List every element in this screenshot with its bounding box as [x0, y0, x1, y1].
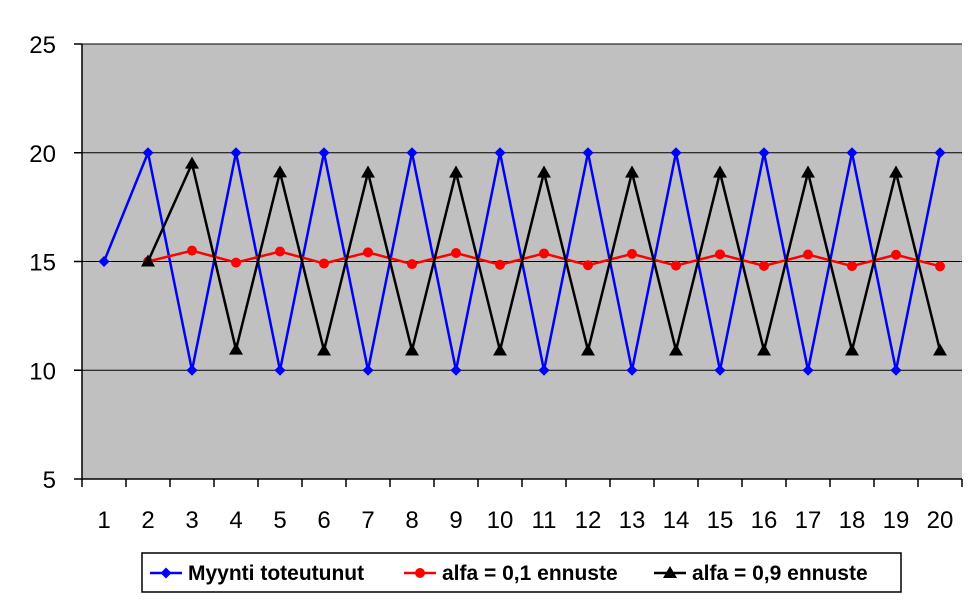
- series-group: [98, 147, 947, 376]
- series-1-point-4: [230, 147, 242, 159]
- x-tick-label-10: 10: [487, 507, 514, 534]
- x-tick-label-7: 7: [361, 507, 374, 534]
- axes: [74, 43, 963, 487]
- series-2-point-11: [539, 248, 549, 259]
- series-2-point-20: [935, 261, 945, 272]
- y-tick-label-15: 15: [29, 250, 56, 277]
- series-2-point-16: [759, 260, 769, 271]
- x-tick-label-2: 2: [141, 507, 154, 534]
- y-tick-label-25: 25: [29, 32, 56, 59]
- series-1-point-1: [98, 256, 110, 267]
- x-tick-label-18: 18: [839, 507, 866, 534]
- series-2-point-12: [583, 260, 593, 271]
- series-3-point-16: [757, 343, 771, 356]
- x-tick-label-19: 19: [883, 507, 910, 534]
- series-3-point-7: [361, 165, 375, 178]
- series-1-point-14: [670, 147, 682, 159]
- series-1-point-15: [714, 364, 726, 376]
- legend-label-1: Myynti toteutunut: [188, 562, 364, 585]
- y-tick-label-20: 20: [29, 141, 56, 168]
- series-1-point-9: [450, 364, 462, 376]
- series-3-point-20: [933, 343, 947, 356]
- series-3-point-10: [493, 343, 507, 356]
- series-1-point-12: [582, 147, 594, 159]
- series-2-point-5: [275, 246, 285, 257]
- series-3: [141, 156, 947, 356]
- x-tick-label-3: 3: [185, 507, 198, 534]
- series-2-point-9: [451, 248, 461, 259]
- legend-label-3: alfa = 0,9 ennuste: [692, 562, 868, 585]
- series-3-point-12: [581, 343, 595, 356]
- x-axis-ticks: 1 2 3 4 5 6 7 8 9 10 11 12 13 14 15 16 17 18 19 20: [97, 507, 953, 534]
- x-tick-label-12: 12: [575, 507, 602, 534]
- series-3-point-13: [625, 165, 639, 178]
- series-3-point-14: [669, 343, 683, 356]
- series-3-point-3: [185, 156, 199, 169]
- series-3-point-19: [889, 165, 903, 178]
- legend-label-2: alfa = 0,1 ennuste: [442, 562, 618, 585]
- series-3-point-4: [229, 342, 243, 355]
- series-2-point-7: [363, 247, 373, 258]
- series-3-point-8: [405, 343, 419, 356]
- y-axis-ticks: 5 10 15 20 25: [29, 32, 56, 494]
- series-2-point-6: [319, 258, 329, 269]
- x-tick-label-15: 15: [707, 507, 734, 534]
- series-1-point-13: [626, 364, 638, 376]
- series-2-point-8: [407, 259, 417, 270]
- series-3-point-9: [449, 165, 463, 178]
- series-2-point-18: [847, 261, 857, 272]
- series-3-point-17: [801, 165, 815, 178]
- x-tick-label-16: 16: [751, 507, 778, 534]
- series-3-point-18: [845, 343, 859, 356]
- series-3-point-11: [537, 165, 551, 178]
- series-3-point-15: [713, 165, 727, 178]
- series-3-point-6: [317, 343, 331, 356]
- x-tick-label-4: 4: [229, 507, 242, 534]
- series-1-point-19: [890, 364, 902, 376]
- x-tick-label-13: 13: [619, 507, 646, 534]
- series-1-point-3: [186, 364, 198, 376]
- series-2: [143, 245, 945, 272]
- x-tick-label-8: 8: [405, 507, 418, 534]
- legend-box: [141, 552, 902, 593]
- series-3-point-2: [141, 254, 155, 267]
- x-tick-label-6: 6: [317, 507, 330, 534]
- series-2-point-14: [671, 260, 681, 271]
- legend-swatch-marker-3: [663, 566, 677, 579]
- x-tick-label-5: 5: [273, 507, 286, 534]
- series-1-point-7: [362, 364, 374, 376]
- series-1-point-5: [274, 364, 286, 376]
- series-2-point-3: [187, 245, 197, 256]
- series-2-point-13: [627, 248, 637, 259]
- series-2-point-15: [715, 249, 725, 260]
- series-1-point-17: [802, 364, 814, 376]
- y-tick-label-5: 5: [43, 467, 56, 494]
- x-tick-label-14: 14: [663, 507, 690, 534]
- legend: Myynti toteutunut alfa = 0,1 ennuste alfa …: [141, 552, 902, 593]
- series-1-point-6: [318, 147, 330, 159]
- y-tick-label-10: 10: [29, 358, 56, 385]
- x-tick-label-9: 9: [449, 507, 462, 534]
- legend-swatch-marker-2: [415, 568, 425, 578]
- x-tick-label-11: 11: [532, 507, 557, 534]
- x-tick-label-20: 20: [927, 507, 954, 534]
- series-3-point-5: [273, 165, 287, 178]
- series-1-point-11: [538, 364, 550, 376]
- x-tick-label-17: 17: [795, 507, 822, 534]
- series-1-point-2: [142, 147, 154, 159]
- series-1-point-10: [494, 147, 506, 159]
- series-1-point-20: [934, 147, 946, 159]
- series-2-point-4: [231, 257, 241, 268]
- series-2-point-10: [495, 259, 505, 270]
- series-2-point-19: [891, 249, 901, 260]
- series-1-point-16: [758, 147, 770, 159]
- series-1-point-18: [846, 147, 858, 159]
- x-tick-label-1: 1: [97, 507, 110, 534]
- series-1-point-8: [406, 147, 418, 159]
- series-2-point-17: [803, 249, 813, 260]
- legend-swatch-marker-1: [160, 567, 172, 579]
